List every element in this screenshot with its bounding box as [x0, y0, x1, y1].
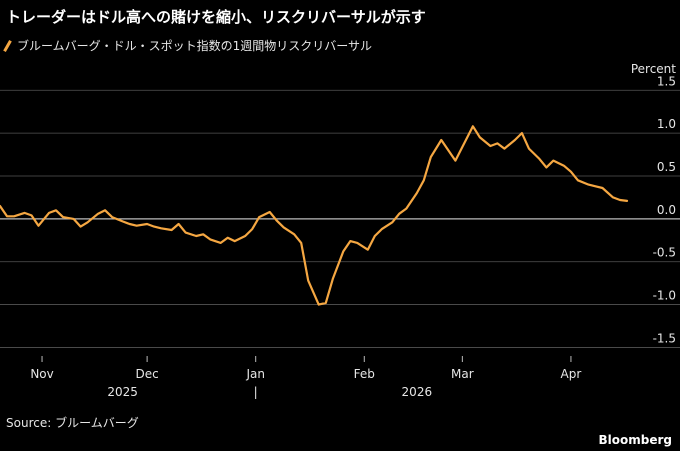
y-tick-label: -1.0 [653, 289, 676, 303]
y-tick-label: 0.5 [657, 160, 676, 174]
x-year-label: | [254, 385, 258, 399]
legend-label: ブルームバーグ・ドル・スポット指数の1週間物リスクリバーサル [17, 39, 373, 53]
y-tick-label: -0.5 [653, 246, 676, 260]
x-tick-label: Dec [135, 367, 158, 381]
x-tick-label: Mar [451, 367, 474, 381]
x-tick-label: Nov [30, 367, 53, 381]
brand-logo: Bloomberg [598, 433, 673, 447]
x-year-label: 2025 [107, 385, 138, 399]
y-tick-label: 1.5 [657, 74, 676, 88]
x-tick-label: Jan [245, 367, 265, 381]
series-line [0, 125, 629, 306]
y-tick-label: 1.0 [657, 117, 676, 131]
x-tick-label: Feb [354, 367, 375, 381]
legend: ブルームバーグ・ドル・スポット指数の1週間物リスクリバーサル [3, 37, 373, 54]
y-axis-unit: Percent [630, 62, 676, 76]
x-year-label: 2026 [402, 385, 433, 399]
x-tick-label: Apr [561, 367, 582, 381]
y-tick-label: 0.0 [657, 203, 676, 217]
chart-title: トレーダーはドル高への賭けを縮小、リスクリバーサルが示す [6, 8, 426, 26]
y-tick-label: -1.5 [653, 331, 676, 345]
source-note: Source: ブルームバーグ [6, 416, 139, 430]
